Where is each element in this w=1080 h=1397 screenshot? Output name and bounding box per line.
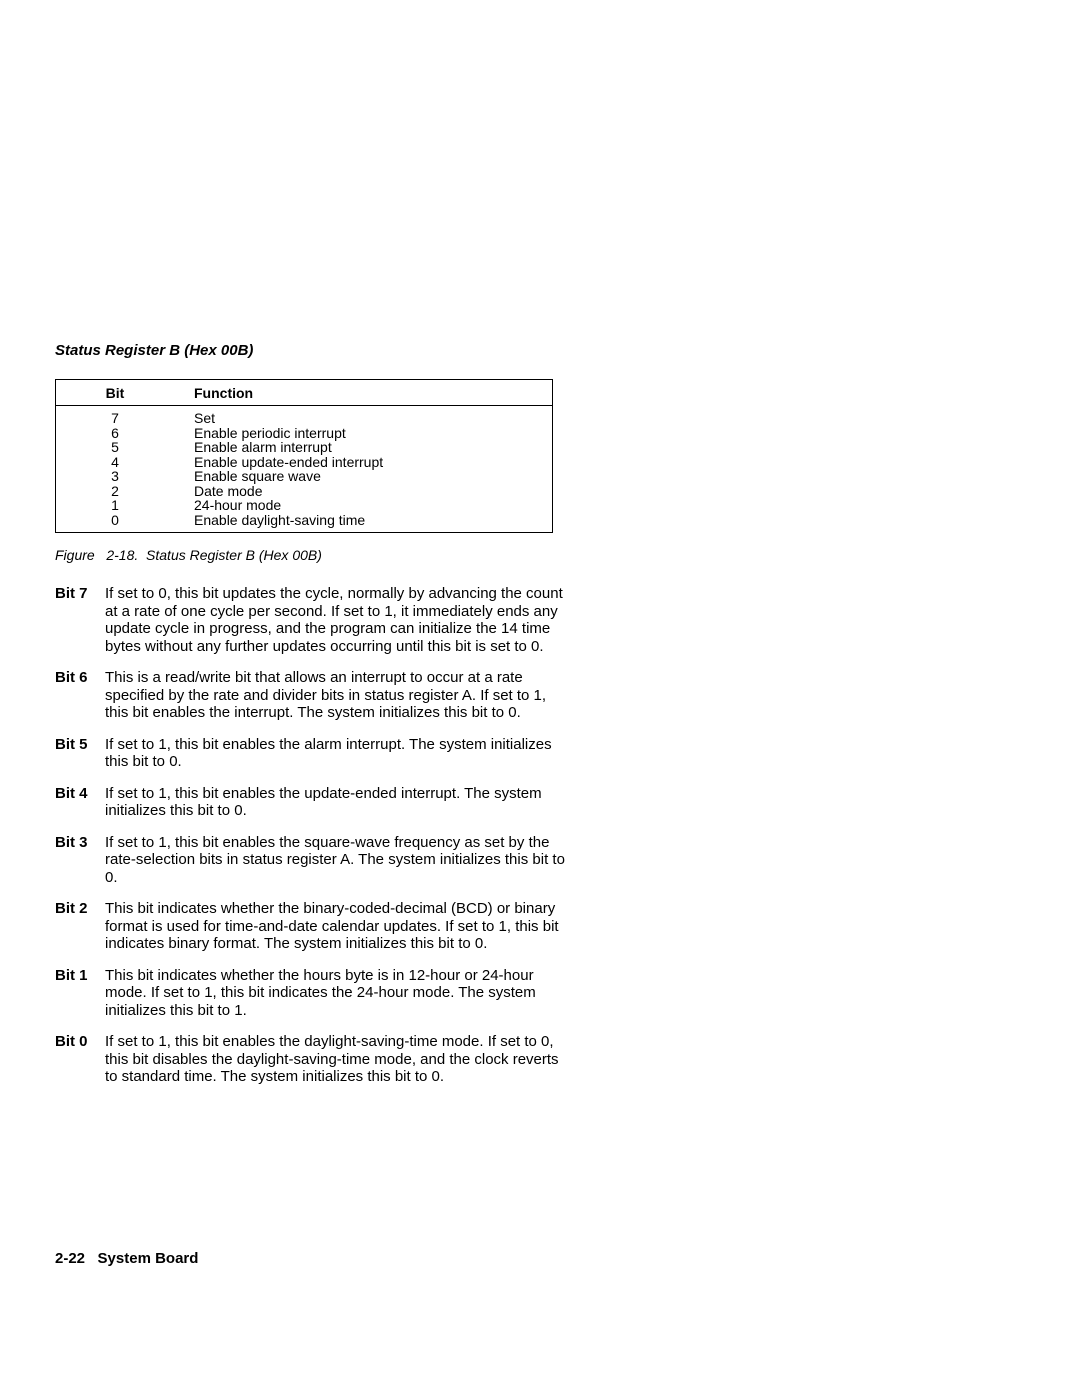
cell-bit: 6 [56,426,164,441]
definition-text: If set to 1, this bit enables the update… [105,785,565,820]
table-row: 6Enable periodic interrupt [56,426,552,441]
definition-text: This bit indicates whether the hours byt… [105,967,565,1020]
definition-row: Bit 1This bit indicates whether the hour… [55,967,595,1020]
cell-function: Enable daylight-saving time [164,513,365,528]
page-footer: 2-22 System Board [55,1250,198,1267]
figure-caption: Figure 2-18. Status Register B (Hex 00B) [55,547,595,563]
cell-bit: 4 [56,455,164,470]
table-row: 2Date mode [56,484,552,499]
cell-function: Enable periodic interrupt [164,426,346,441]
section-title: Status Register B (Hex 00B) [55,342,595,359]
definition-text: If set to 0, this bit updates the cycle,… [105,585,565,655]
table-header-row: BitFunction [56,380,552,406]
definition-text: If set to 1, this bit enables the alarm … [105,736,565,771]
definition-row: Bit 5If set to 1, this bit enables the a… [55,736,595,771]
definition-text: This bit indicates whether the binary-co… [105,900,565,953]
definition-text: If set to 1, this bit enables the daylig… [105,1033,565,1086]
cell-bit: 0 [56,513,164,528]
cell-function: Enable square wave [164,469,321,484]
col-header-bit: Bit [56,385,164,401]
cell-bit: 7 [56,411,164,426]
table-body: 7Set6Enable periodic interrupt5Enable al… [56,406,552,532]
definition-row: Bit 7If set to 0, this bit updates the c… [55,585,595,655]
content-area: Status Register B (Hex 00B) BitFunction … [55,342,595,1100]
register-table: BitFunction 7Set6Enable periodic interru… [55,379,553,533]
definition-label: Bit 4 [55,785,105,820]
cell-bit: 1 [56,498,164,513]
cell-function: Enable update-ended interrupt [164,455,383,470]
cell-function: Enable alarm interrupt [164,440,332,455]
definition-row: Bit 4If set to 1, this bit enables the u… [55,785,595,820]
definition-text: If set to 1, this bit enables the square… [105,834,565,887]
definition-label: Bit 6 [55,669,105,722]
table-row: 3Enable square wave [56,469,552,484]
table-row: 4Enable update-ended interrupt [56,455,552,470]
cell-bit: 3 [56,469,164,484]
cell-function: Date mode [164,484,262,499]
table-row: 0Enable daylight-saving time [56,513,552,528]
definition-row: Bit 2This bit indicates whether the bina… [55,900,595,953]
cell-bit: 5 [56,440,164,455]
page-number: 2-22 [55,1250,85,1267]
definition-label: Bit 0 [55,1033,105,1086]
definition-label: Bit 2 [55,900,105,953]
definition-row: Bit 3If set to 1, this bit enables the s… [55,834,595,887]
definition-label: Bit 1 [55,967,105,1020]
table-row: 5Enable alarm interrupt [56,440,552,455]
bit-definitions: Bit 7If set to 0, this bit updates the c… [55,585,595,1086]
definition-label: Bit 7 [55,585,105,655]
definition-row: Bit 6This is a read/write bit that allow… [55,669,595,722]
cell-function: 24-hour mode [164,498,281,513]
table-row: 7Set [56,411,552,426]
definition-label: Bit 3 [55,834,105,887]
definition-label: Bit 5 [55,736,105,771]
definition-row: Bit 0If set to 1, this bit enables the d… [55,1033,595,1086]
cell-bit: 2 [56,484,164,499]
footer-title: System Board [98,1250,199,1267]
col-header-function: Function [164,385,253,401]
definition-text: This is a read/write bit that allows an … [105,669,565,722]
table-row: 124-hour mode [56,498,552,513]
page: Status Register B (Hex 00B) BitFunction … [0,0,1080,1397]
cell-function: Set [164,411,215,426]
